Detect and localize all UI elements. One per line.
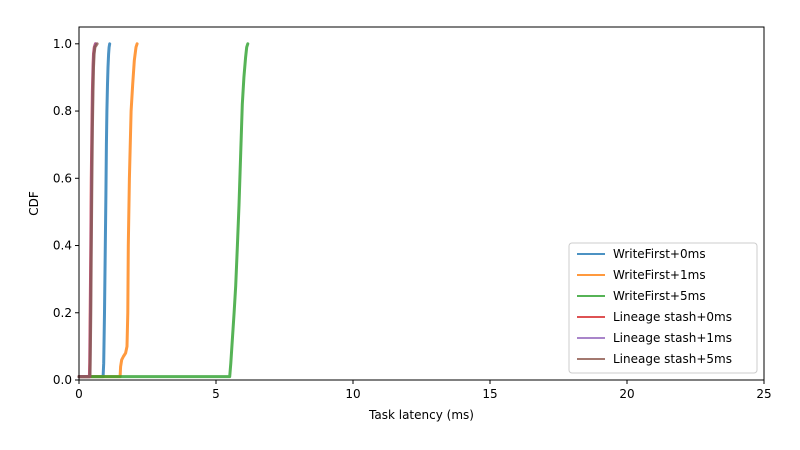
legend-entry-label: Lineage stash+0ms	[613, 310, 732, 324]
legend-entry-label: WriteFirst+1ms	[613, 268, 706, 282]
x-tick-label: 10	[345, 387, 360, 401]
x-axis-ticks: 0 5 10 15 20 25	[75, 380, 772, 401]
series-line-lineage-stash-5ms	[77, 42, 99, 379]
legend-entry-label: WriteFirst+5ms	[613, 289, 706, 303]
y-tick-label: 0.6	[53, 171, 72, 185]
legend: WriteFirst+0ms WriteFirst+1ms WriteFirst+5…	[568, 242, 758, 374]
x-tick-label: 0	[75, 387, 83, 401]
plot-area	[77, 42, 250, 379]
legend-frame	[568, 242, 758, 374]
x-axis-label: Task latency (ms)	[368, 408, 474, 422]
y-axis-label: CDF	[27, 191, 41, 216]
y-tick-label: 0.4	[53, 239, 72, 253]
series-line-writefirst-5ms	[77, 42, 250, 379]
x-tick-label: 20	[619, 387, 634, 401]
y-tick-label: 1.0	[53, 37, 72, 51]
x-tick-label: 15	[482, 387, 497, 401]
y-tick-label: 0.2	[53, 306, 72, 320]
legend-entry-label: Lineage stash+1ms	[613, 331, 732, 345]
axes-frame	[78, 26, 765, 381]
y-tick-label: 0.8	[53, 104, 72, 118]
y-axis-ticks: 0.0 0.2 0.4 0.6 0.8 1.0	[53, 37, 79, 387]
legend-entry-label: WriteFirst+0ms	[613, 247, 706, 261]
series-line-writefirst-1ms	[77, 42, 139, 379]
x-tick-label: 5	[212, 387, 220, 401]
series-line-writefirst-0ms	[77, 42, 112, 379]
x-tick-label: 25	[756, 387, 771, 401]
legend-entry-label: Lineage stash+5ms	[613, 352, 732, 366]
y-tick-label: 0.0	[53, 373, 72, 387]
